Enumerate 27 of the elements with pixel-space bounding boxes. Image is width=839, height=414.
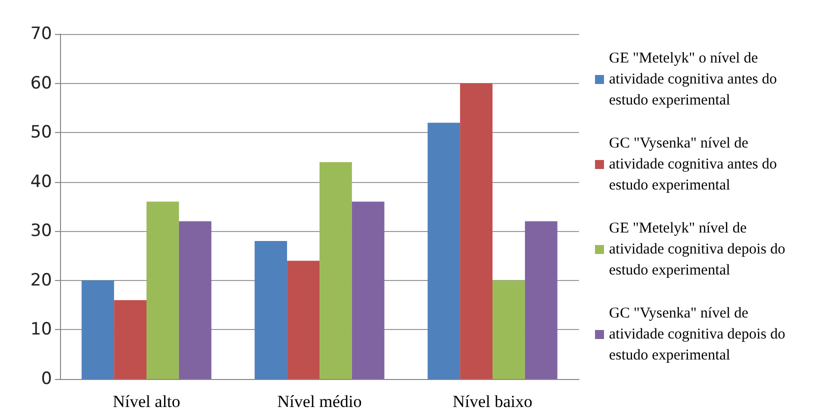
- bar: [114, 300, 146, 379]
- x-tick-label: Nível médio: [277, 392, 362, 411]
- legend-label: GE "Metelyk" o nível de atividade cognitiva antes do estudo experimental: [609, 50, 781, 108]
- y-tick-label: 50: [30, 122, 52, 143]
- x-tick-label: Nível alto: [112, 392, 180, 411]
- y-tick-label: 10: [30, 320, 52, 340]
- bar: [428, 122, 460, 379]
- legend-label: GC "Vysenka" nível de atividade cognitiva antes do estudo experimental: [609, 136, 781, 194]
- y-tick-label: 0: [41, 369, 52, 389]
- y-tick-label: 60: [30, 73, 52, 94]
- bar: [524, 221, 558, 379]
- bar: [287, 260, 320, 379]
- bar: [254, 241, 288, 379]
- bar: [146, 202, 179, 379]
- bar: [460, 83, 492, 379]
- bar: [82, 280, 114, 379]
- legend-label: GC "Vysenka" nível de atividade cognitiva depois do estudo experimental: [609, 306, 789, 364]
- legend-label: GE "Metelyk" nível de atividade cognitiva depois do estudo experimental: [609, 220, 789, 278]
- y-tick-label: 20: [30, 270, 52, 290]
- y-tick-label: 30: [30, 221, 52, 242]
- y-tick-label: 40: [30, 172, 52, 192]
- x-tick-label: Nível baixo: [452, 392, 532, 411]
- y-tick-label: 70: [30, 24, 52, 44]
- bar: [320, 162, 352, 379]
- bar: [178, 221, 212, 379]
- bar: [352, 202, 384, 379]
- bar: [492, 280, 525, 379]
